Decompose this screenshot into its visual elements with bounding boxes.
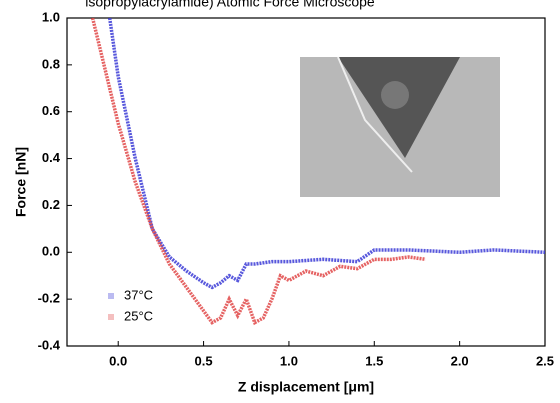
inset-image xyxy=(300,56,500,197)
legend-label: 37°C xyxy=(124,287,153,302)
inset-spot xyxy=(381,81,409,109)
legend-marker xyxy=(108,314,114,320)
y-tick-label: 0.4 xyxy=(42,150,61,165)
y-tick-label: 0.6 xyxy=(42,103,60,118)
legend-marker xyxy=(108,293,114,299)
x-tick-label: 0.5 xyxy=(195,353,213,368)
y-tick-label: 0.2 xyxy=(42,197,60,212)
y-tick-label: -0.2 xyxy=(38,291,60,306)
x-tick-label: 2.0 xyxy=(451,353,469,368)
y-tick-label: 0.8 xyxy=(42,56,60,71)
x-tick-label: 0.0 xyxy=(109,353,127,368)
x-tick-label: 2.5 xyxy=(536,353,554,368)
legend-label: 25°C xyxy=(124,308,153,323)
chart-title: isopropylacrylamide) Atomic Force Micros… xyxy=(85,0,375,10)
plot-frame xyxy=(66,17,546,347)
x-axis-label: Z displacement [μm] xyxy=(238,379,374,395)
x-tick-label: 1.5 xyxy=(365,353,383,368)
y-axis-label: Force [nN] xyxy=(13,147,29,217)
y-tick-label: 0.0 xyxy=(42,244,60,259)
series-line xyxy=(90,18,426,326)
x-tick-label: 1.0 xyxy=(280,353,298,368)
y-tick-label: -0.4 xyxy=(38,337,61,352)
y-tick-label: 1.0 xyxy=(42,9,60,24)
inset-cantilever-edge xyxy=(337,56,413,173)
